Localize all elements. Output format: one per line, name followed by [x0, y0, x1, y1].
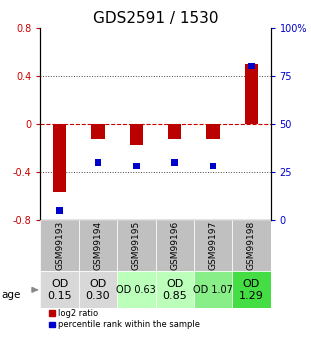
- Bar: [56, 207, 63, 214]
- Legend: log2 ratio, percentile rank within the sample: log2 ratio, percentile rank within the s…: [49, 309, 200, 329]
- Bar: [117, 220, 156, 271]
- Bar: [206, 124, 220, 139]
- Text: OD 1.07: OD 1.07: [193, 285, 233, 295]
- Text: OD
0.30: OD 0.30: [86, 279, 110, 300]
- Text: GSM99195: GSM99195: [132, 221, 141, 270]
- Text: GSM99193: GSM99193: [55, 221, 64, 270]
- Bar: [40, 271, 79, 308]
- Bar: [156, 220, 194, 271]
- Bar: [95, 159, 101, 166]
- Bar: [40, 220, 79, 271]
- Bar: [194, 220, 232, 271]
- Text: GSM99194: GSM99194: [94, 221, 102, 270]
- Text: GSM99196: GSM99196: [170, 221, 179, 270]
- Text: OD
0.15: OD 0.15: [47, 279, 72, 300]
- Bar: [133, 163, 140, 169]
- Bar: [232, 271, 271, 308]
- Bar: [168, 124, 181, 139]
- Bar: [91, 124, 105, 139]
- Bar: [171, 159, 178, 166]
- Bar: [232, 220, 271, 271]
- Bar: [79, 271, 117, 308]
- Bar: [79, 220, 117, 271]
- Bar: [210, 163, 216, 169]
- Bar: [156, 271, 194, 308]
- Text: OD
0.85: OD 0.85: [162, 279, 187, 300]
- Text: OD
1.29: OD 1.29: [239, 279, 264, 300]
- Bar: [130, 124, 143, 146]
- Bar: [53, 124, 66, 193]
- Bar: [248, 63, 255, 69]
- Bar: [245, 64, 258, 124]
- Bar: [117, 271, 156, 308]
- Text: age: age: [2, 290, 21, 300]
- Text: OD 0.63: OD 0.63: [116, 285, 156, 295]
- Text: GSM99197: GSM99197: [209, 221, 217, 270]
- Bar: [194, 271, 232, 308]
- Title: GDS2591 / 1530: GDS2591 / 1530: [93, 11, 218, 27]
- Text: GSM99198: GSM99198: [247, 221, 256, 270]
